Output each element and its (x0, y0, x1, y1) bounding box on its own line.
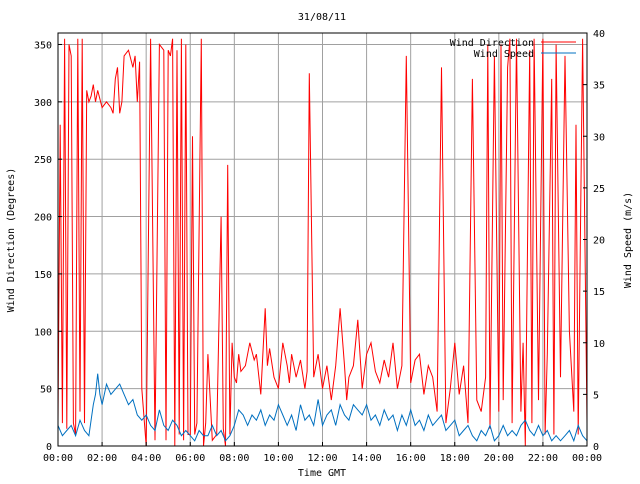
x-tick-label: 20:00 (484, 453, 514, 464)
axis-layer: 00:00 02:00 04:00 06:00 08:00 10:00 12:00 14:00… (34, 29, 605, 464)
y-right-tick-label: 10 (593, 339, 605, 350)
x-axis-label: Time GMT (298, 468, 346, 479)
x-tick-label: 10:00 (263, 453, 293, 464)
x-tick-label: 18:00 (440, 453, 470, 464)
series-layer (57, 38, 588, 447)
y-right-tick-label: 15 (593, 287, 605, 298)
y-left-tick-label: 200 (34, 213, 52, 224)
series-line-wind-speed (57, 373, 588, 443)
legend-label-wind-direction: Wind Direction (450, 38, 534, 49)
x-tick-label: 16:00 (396, 453, 426, 464)
chart-title: 31/08/11 (298, 12, 346, 23)
legend-label-wind-speed: Wind Speed (474, 49, 534, 60)
y-left-tick-label: 0 (46, 442, 52, 453)
x-tick-label: 00:00 (572, 453, 602, 464)
y-axis-right-label: Wind Speed (m/s) (623, 192, 634, 288)
x-tick-label: 12:00 (307, 453, 337, 464)
x-tick-label: 00:00 (43, 453, 73, 464)
series-line-wind-direction (57, 38, 588, 447)
x-tick-label: 04:00 (131, 453, 161, 464)
x-tick-label: 14:00 (352, 453, 382, 464)
y-left-tick-label: 50 (40, 385, 52, 396)
y-left-tick-label: 300 (34, 98, 52, 109)
x-tick-label: 22:00 (528, 453, 558, 464)
y-right-tick-label: 40 (593, 29, 605, 40)
x-tick-label: 08:00 (219, 453, 249, 464)
y-right-tick-label: 20 (593, 236, 605, 247)
x-tick-label: 02:00 (87, 453, 117, 464)
y-right-tick-label: 35 (593, 81, 605, 92)
x-tick-label: 06:00 (175, 453, 205, 464)
y-right-tick-label: 0 (593, 442, 599, 453)
y-left-tick-label: 150 (34, 270, 52, 281)
y-right-tick-label: 30 (593, 132, 605, 143)
y-left-tick-label: 250 (34, 155, 52, 166)
legend: Wind Direction Wind Speed (450, 38, 576, 60)
y-right-tick-label: 5 (593, 390, 599, 401)
y-left-tick-label: 350 (34, 40, 52, 51)
y-left-tick-label: 100 (34, 327, 52, 338)
y-axis-left-label: Wind Direction (Degrees) (6, 168, 17, 313)
y-right-tick-label: 25 (593, 184, 605, 195)
